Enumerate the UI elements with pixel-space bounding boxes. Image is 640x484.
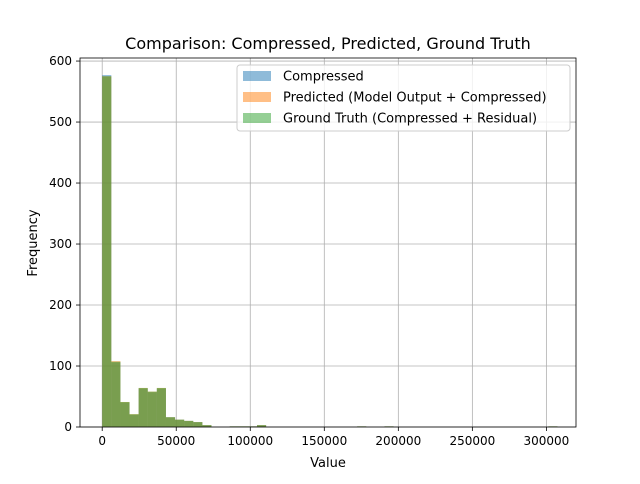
histogram-bar-series-3 [175, 419, 185, 427]
x-axis-label: Value [310, 456, 346, 471]
histogram-bar-series-3 [184, 420, 194, 427]
x-tick-label: 50000 [157, 434, 195, 448]
y-tick-label: 400 [49, 176, 72, 190]
y-tick-label: 0 [64, 420, 72, 434]
legend-label: Compressed [283, 70, 364, 85]
plot-frame [79, 57, 577, 428]
x-tick-label: 200000 [375, 434, 421, 448]
histogram-bar-series-3 [120, 401, 130, 427]
x-tick-label: 250000 [449, 434, 495, 448]
histogram-bar-series-3 [129, 414, 139, 427]
histogram-bar-series-3 [156, 387, 166, 427]
y-tick-label: 300 [49, 237, 72, 251]
y-tick-label: 100 [49, 359, 72, 373]
legend-label: Predicted (Model Output + Compressed) [283, 91, 547, 106]
x-tick-label: 150000 [301, 434, 347, 448]
x-tick-label: 0 [98, 434, 106, 448]
histogram-bars [102, 75, 558, 428]
histogram-bar-series-3 [202, 425, 212, 427]
histogram-bar-series-3 [111, 361, 121, 427]
legend-label: Ground Truth (Compressed + Residual) [283, 112, 537, 127]
legend-swatch [243, 92, 271, 102]
histogram-bar-series-3 [102, 76, 112, 428]
histogram-bar-series-3 [138, 387, 148, 427]
histogram-bar-series-3 [257, 425, 267, 427]
y-tick-label: 500 [49, 115, 72, 129]
histogram-bar-series-3 [147, 391, 157, 427]
legend-swatch [243, 113, 271, 123]
x-tick-label: 300000 [523, 434, 569, 448]
legend-box [236, 64, 571, 132]
histogram-bar-series-3 [165, 417, 176, 427]
y-tick-label: 200 [49, 298, 72, 312]
legend-swatch [243, 71, 271, 81]
y-axis-label: Frequency [26, 209, 41, 276]
x-axis: 0 50000 100000 150000 200000 250000 300000 [98, 427, 569, 448]
chart-title: Comparison: Compressed, Predicted, Groun… [125, 34, 531, 53]
y-axis: 0 100 200 300 400 500 600 [49, 54, 80, 434]
y-tick-label: 600 [49, 54, 72, 68]
x-tick-label: 100000 [227, 434, 273, 448]
histogram-bar-series-3 [193, 422, 203, 427]
legend: Compressed Predicted (Model Output + Comp… [236, 64, 571, 132]
